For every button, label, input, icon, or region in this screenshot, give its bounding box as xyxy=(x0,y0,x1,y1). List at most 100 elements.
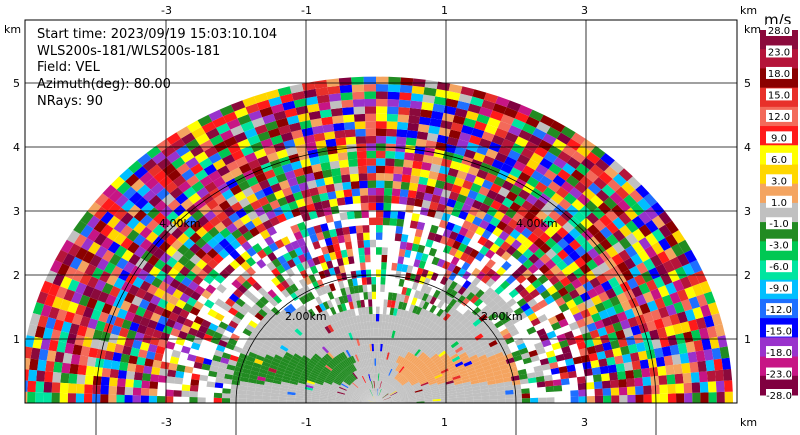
velocity-gate xyxy=(249,226,260,237)
velocity-gate xyxy=(420,381,429,387)
velocity-gate xyxy=(369,381,373,389)
velocity-gate xyxy=(491,134,505,146)
velocity-gate xyxy=(536,347,546,355)
velocity-gate xyxy=(311,344,320,352)
velocity-gate xyxy=(466,312,476,321)
velocity-gate xyxy=(513,389,522,395)
colorbar-label-bg xyxy=(766,260,792,273)
velocity-gate xyxy=(194,285,206,296)
velocity-gate xyxy=(431,156,443,166)
velocity-gate xyxy=(376,269,382,277)
velocity-gate xyxy=(409,355,416,363)
velocity-gate xyxy=(353,210,362,219)
velocity-gate xyxy=(238,180,251,191)
velocity-gate xyxy=(353,346,359,355)
velocity-gate xyxy=(307,291,316,301)
velocity-gate xyxy=(645,219,659,233)
velocity-gate xyxy=(547,180,561,193)
velocity-gate xyxy=(527,263,539,274)
velocity-gate xyxy=(360,399,369,402)
velocity-gate xyxy=(345,136,357,145)
velocity-gate xyxy=(59,392,68,403)
velocity-gate xyxy=(361,396,369,400)
velocity-gate xyxy=(231,279,242,289)
y-tick-label-right: 1 xyxy=(744,333,751,346)
velocity-gate xyxy=(412,160,423,170)
velocity-gate xyxy=(147,343,158,353)
velocity-gate xyxy=(565,299,577,309)
velocity-gate xyxy=(116,181,131,195)
velocity-gate xyxy=(352,397,361,400)
velocity-gate xyxy=(323,176,334,186)
velocity-gate xyxy=(343,334,349,342)
velocity-gate xyxy=(298,296,308,305)
velocity-gate xyxy=(257,155,270,166)
velocity-gate xyxy=(345,391,354,396)
velocity-gate xyxy=(378,366,381,374)
velocity-gate xyxy=(364,392,371,398)
velocity-gate xyxy=(671,243,684,257)
velocity-gate xyxy=(293,369,302,376)
velocity-gate xyxy=(417,123,430,133)
velocity-gate xyxy=(648,267,661,280)
velocity-gate xyxy=(373,396,376,403)
velocity-gate xyxy=(311,325,319,333)
velocity-gate xyxy=(108,377,118,387)
velocity-gate xyxy=(395,384,403,390)
velocity-gate xyxy=(646,320,657,332)
velocity-gate xyxy=(340,92,353,101)
velocity-gate xyxy=(690,372,700,383)
velocity-gate xyxy=(69,256,83,270)
velocity-gate xyxy=(277,334,287,342)
velocity-gate xyxy=(328,93,342,102)
velocity-gate xyxy=(390,392,398,397)
velocity-gate xyxy=(376,397,382,403)
velocity-gate xyxy=(474,347,484,355)
velocity-gate xyxy=(354,292,361,301)
velocity-gate xyxy=(321,387,330,391)
velocity-gate xyxy=(131,339,142,350)
velocity-gate xyxy=(241,372,250,379)
velocity-gate xyxy=(416,399,425,402)
velocity-gate xyxy=(306,103,320,113)
range-ring-label: 4.00km xyxy=(159,217,201,230)
velocity-gate xyxy=(349,384,357,390)
velocity-gate xyxy=(584,270,597,282)
velocity-gate xyxy=(262,219,274,230)
velocity-gate xyxy=(317,321,325,330)
velocity-gate xyxy=(376,210,384,218)
velocity-gate xyxy=(361,397,369,401)
velocity-gate xyxy=(349,356,355,364)
velocity-gate xyxy=(510,315,521,325)
velocity-gate xyxy=(348,301,355,310)
velocity-gate xyxy=(153,352,164,362)
velocity-gate xyxy=(376,395,379,403)
velocity-gate xyxy=(349,316,355,325)
velocity-gate xyxy=(324,380,333,385)
velocity-gate xyxy=(168,362,178,371)
velocity-gate xyxy=(484,249,496,259)
velocity-gate xyxy=(119,168,134,182)
velocity-gate xyxy=(344,379,352,385)
velocity-gate xyxy=(320,246,329,255)
velocity-gate xyxy=(61,362,71,374)
velocity-gate xyxy=(381,366,385,374)
velocity-gate xyxy=(306,380,315,385)
velocity-gate xyxy=(504,385,514,391)
velocity-gate xyxy=(326,363,334,370)
velocity-gate xyxy=(424,79,438,89)
velocity-gate xyxy=(327,191,337,200)
velocity-gate xyxy=(215,326,226,335)
velocity-gate xyxy=(376,398,383,403)
velocity-gate xyxy=(380,373,383,382)
velocity-gate xyxy=(242,186,255,198)
velocity-gate xyxy=(384,180,393,189)
velocity-gate xyxy=(360,299,365,308)
velocity-gate xyxy=(309,316,317,325)
velocity-gate xyxy=(490,362,500,369)
velocity-gate xyxy=(203,333,213,342)
velocity-gate xyxy=(376,398,383,403)
velocity-gate xyxy=(550,120,566,133)
velocity-gate xyxy=(248,378,257,384)
velocity-gate xyxy=(314,382,323,387)
